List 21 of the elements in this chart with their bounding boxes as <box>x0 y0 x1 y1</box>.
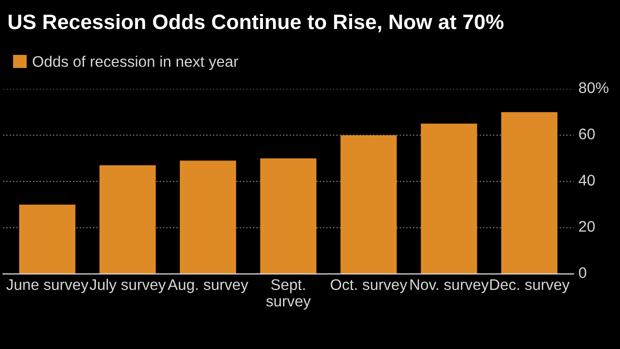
bar <box>340 135 397 274</box>
bar <box>260 158 316 274</box>
y-tick-label: 40 <box>578 174 595 186</box>
x-tick-label: Nov. survey <box>410 279 489 294</box>
x-tick-label: Sept. survey <box>266 279 311 310</box>
legend-label: Odds of recession in next year <box>32 56 238 70</box>
x-tick-label: Aug. survey <box>168 279 248 294</box>
bar <box>180 160 236 274</box>
chart-title: US Recession Odds Continue to Rise, Now at 70% <box>8 14 504 32</box>
y-tick-label: 20 <box>579 221 595 232</box>
bar <box>420 124 478 274</box>
y-tick-label: 60 <box>579 128 595 140</box>
y-tick-label: 80% <box>579 82 608 94</box>
bar <box>100 165 156 274</box>
x-tick-label: Oct. survey <box>330 279 408 294</box>
x-tick-label: July survey <box>90 278 166 294</box>
bar <box>19 204 76 274</box>
x-tick-label: Dec. survey <box>490 279 570 294</box>
x-tick-label: June survey <box>6 279 88 294</box>
y-tick-label: 0 <box>578 267 586 278</box>
bar <box>501 112 558 274</box>
